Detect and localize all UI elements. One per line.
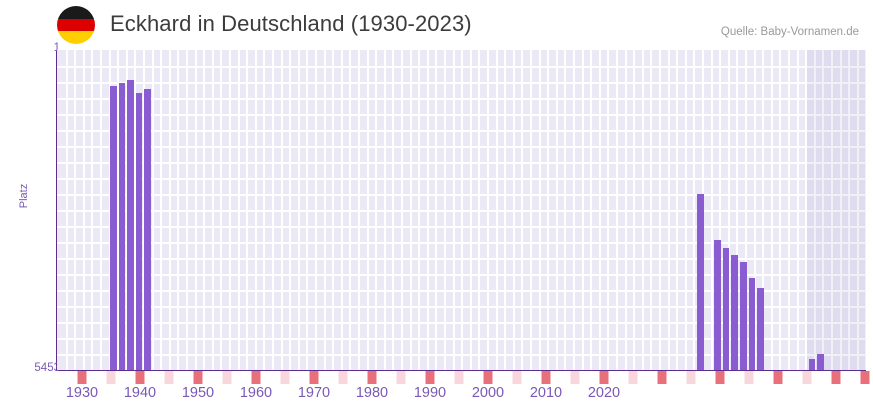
page-title: Eckhard in Deutschland (1930-2023) [110,11,472,36]
flag-band-black [57,6,95,19]
x-axis-tick-mark [686,371,696,384]
x-axis-tick-mark [164,371,174,384]
grid-line-horizontal [57,306,866,308]
grid-line-horizontal [57,226,866,228]
x-axis-label-1960: 1960 [239,385,273,401]
bar-1938[interactable] [135,93,143,370]
bar-2010[interactable] [714,240,721,370]
source-attribution: Quelle: Baby-Vornamen.de [720,26,859,38]
bar-2008[interactable] [697,194,704,370]
x-axis-label-1990: 1990 [413,385,447,401]
grid-line-horizontal [57,322,866,324]
y-axis-line [56,50,58,371]
grid-line-horizontal [57,194,866,196]
bar-1935[interactable] [110,86,117,370]
grid-line-horizontal [57,66,866,68]
x-axis-tick-mark [454,371,464,384]
x-axis-tick-mark [541,371,551,384]
x-axis-tick-mark [425,371,435,384]
bar-2014[interactable] [748,278,756,370]
grid-line-horizontal [57,98,866,100]
x-axis-tick-mark [77,371,87,384]
x-axis-tick-mark [744,371,754,384]
grid-lines [57,50,866,370]
bar-2013[interactable] [740,262,747,370]
bar-2022[interactable] [817,354,824,370]
y-axis-tick-top: 1 [53,42,60,54]
x-axis-tick-mark [367,371,377,384]
flag-band-gold [57,31,95,44]
grid-line-horizontal [57,114,866,116]
bar-2012[interactable] [731,255,738,370]
x-axis-tick-mark [773,371,783,384]
x-axis-label-1930: 1930 [65,385,99,401]
x-axis-tick-mark [599,371,609,384]
grid-line-horizontal [57,130,866,132]
german-flag-icon [57,6,95,44]
grid-line-horizontal [57,290,866,292]
x-axis-tick-mark [396,371,406,384]
grid-line-horizontal [57,162,866,164]
x-axis-tick-mark [512,371,522,384]
x-axis-label-2000: 2000 [471,385,505,401]
grid-line-horizontal [57,354,866,356]
x-axis-label-1970: 1970 [297,385,331,401]
bar-1937[interactable] [127,80,134,370]
x-axis-tick-mark [628,371,638,384]
y-axis-tick-bottom: 5453 [34,362,60,374]
plot-area [57,50,866,370]
x-axis-label-1950: 1950 [181,385,215,401]
x-axis-tick-mark [657,371,667,384]
x-axis-tick-mark [338,371,348,384]
grid-line-horizontal [57,258,866,260]
grid-line-horizontal [57,242,866,244]
x-axis-tick-mark [280,371,290,384]
bar-1936[interactable] [118,83,126,370]
x-axis-tick-mark [570,371,580,384]
x-axis-tick-mark [251,371,261,384]
x-axis-tick-mark [802,371,812,384]
x-axis-label-1940: 1940 [123,385,157,401]
grid-line-horizontal [57,146,866,148]
x-axis-tick-mark [193,371,203,384]
x-axis-tick-mark [483,371,493,384]
x-axis-tick-mark [831,371,841,384]
incomplete-data-band [807,50,866,370]
grid-line-horizontal [57,210,866,212]
grid-line-horizontal [57,274,866,276]
bar-1939[interactable] [144,89,151,370]
bar-2021[interactable] [808,359,816,370]
x-axis-tick-mark [860,371,870,384]
grid-line-horizontal [57,178,866,180]
x-axis-line [56,369,866,371]
x-axis-tick-mark [106,371,116,384]
grid-line-horizontal [57,338,866,340]
chart-header: Eckhard in Deutschland (1930-2023) Quell… [0,0,873,50]
bar-2011[interactable] [722,248,730,370]
x-axis-label-2020: 2020 [587,385,621,401]
x-axis-tick-mark [309,371,319,384]
x-axis-tick-mark [715,371,725,384]
grid-line-horizontal [57,82,866,84]
x-axis-tick-mark [135,371,145,384]
x-axis-label-1980: 1980 [355,385,389,401]
x-axis-tick-mark [222,371,232,384]
y-axis-title: Platz [18,183,30,209]
x-axis-label-2010: 2010 [529,385,563,401]
flag-band-red [57,18,95,32]
bar-2015[interactable] [757,288,764,370]
